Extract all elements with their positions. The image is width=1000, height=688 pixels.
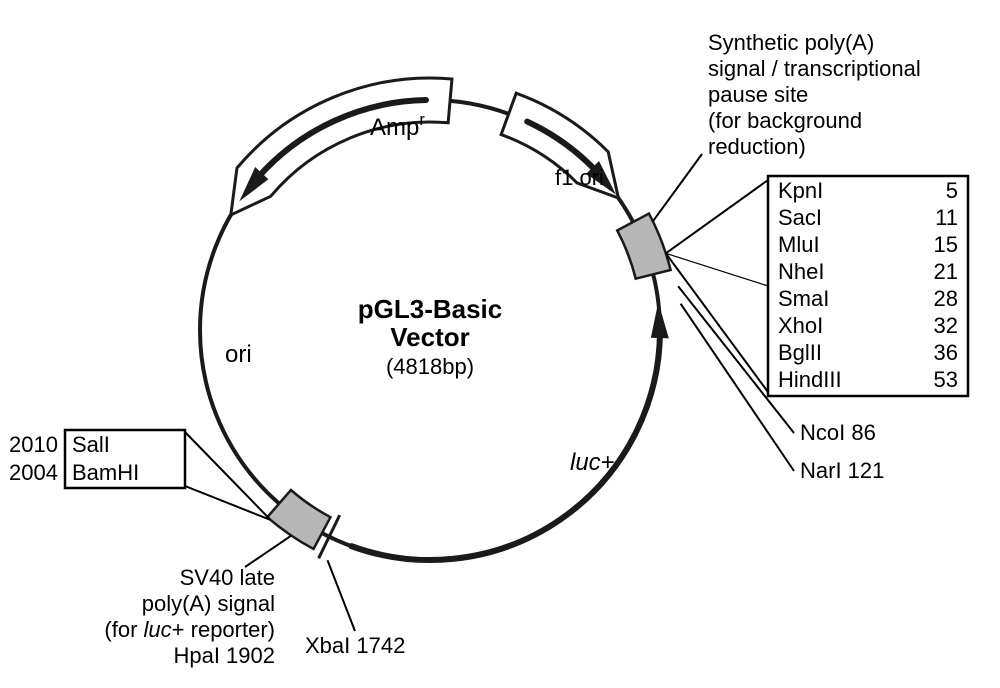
hpal-label: HpaI 1902 [173,643,275,668]
mcs-pos-hindiii: 53 [934,367,958,392]
mcs-header-line-1: signal / transcriptional [708,56,921,81]
mcs-pos-smai: 28 [934,286,958,311]
ncol-label: NcoI 86 [800,420,876,445]
mcs-enzyme-kpni: KpnI [778,178,823,203]
mcs-header-line-4: reduction) [708,134,806,159]
mcs-enzyme-xhoi: XhoI [778,313,823,338]
f1ori-label: f1 ori [555,165,604,190]
mcs-enzyme-mlui: MluI [778,232,820,257]
xbal-label: XbaI 1742 [305,633,405,658]
leftbox-leader-2 [185,486,271,520]
amp-label: Ampr [370,111,425,141]
mcs-header-line-0: Synthetic poly(A) [708,30,874,55]
mcs-gray-block [617,214,670,279]
center-label: pGL3-BasicVector(4818bp) [358,294,503,379]
mcs-header-line-2: pause site [708,82,808,107]
left-name-1: BamHI [72,460,139,485]
mcs-enzyme-smai: SmaI [778,286,829,311]
leftbox-leader-1 [185,432,271,520]
luc-label: luc+ [570,449,615,476]
ncol-leader [678,286,794,433]
narl-label: NarI 121 [800,458,884,483]
mcs-header-leader [653,154,702,221]
narl-leader [681,304,794,471]
mcs-pos-mlui: 15 [934,232,958,257]
mcs-enzyme-saci: SacI [778,205,822,230]
sv40-line-1: poly(A) signal [142,591,275,616]
mcs-enzyme-hindiii: HindIII [778,367,842,392]
mcs-pos-saci: 11 [935,205,958,230]
mcs-pos-bglii: 36 [934,340,958,365]
mcs-enzyme-nhei: NheI [778,259,824,284]
mcs-header-line-3: (for background [708,108,862,133]
center-line3: (4818bp) [386,354,474,379]
center-line2: Vector [390,322,470,352]
xbal-leader [328,560,355,631]
mcs-enzyme-bglii: BglII [778,340,822,365]
mcs-pos-nhei: 21 [934,259,958,284]
left-pos-0: 2010 [9,432,58,457]
left-name-0: SalI [72,432,110,457]
mcs-leader-mid [666,253,768,286]
left-pos-1: 2004 [9,460,58,485]
luc-arrowhead [651,302,669,338]
sv40-paren: (for luc+ reporter) [104,617,275,642]
mcs-pos-xhoi: 32 [934,313,958,338]
ori-label: ori [225,341,252,368]
mcs-pos-kpni: 5 [946,178,958,203]
sv40-line-0: SV40 late [180,565,275,590]
mcs-leader-bot [666,253,768,392]
sv40-leader [245,536,291,567]
center-line1: pGL3-Basic [358,294,503,324]
mcs-leader-top [666,180,768,253]
